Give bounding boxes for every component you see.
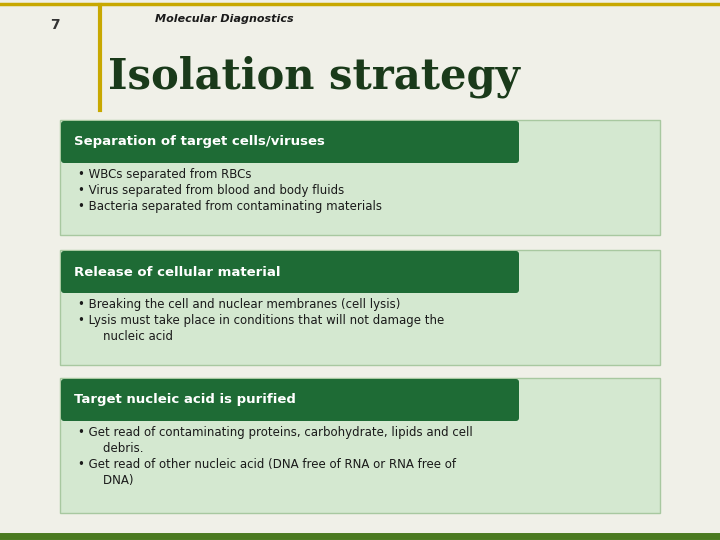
Bar [60,378,660,513]
FancyBboxPatch shape [61,379,519,421]
Text: Separation of target cells/viruses: Separation of target cells/viruses [74,136,325,148]
Bar [60,120,660,235]
Text: • Lysis must take place in conditions that will not damage the: • Lysis must take place in conditions th… [78,314,444,327]
Text: • Bacteria separated from contaminating materials: • Bacteria separated from contaminating … [78,200,382,213]
Text: • WBCs separated from RBCs: • WBCs separated from RBCs [78,168,251,181]
Text: • Get read of other nucleic acid (DNA free of RNA or RNA free of: • Get read of other nucleic acid (DNA fr… [78,458,456,471]
Bar [60,250,660,365]
Text: nucleic acid: nucleic acid [88,330,173,343]
Text: debris.: debris. [88,442,143,455]
Text: • Get read of contaminating proteins, carbohydrate, lipids and cell: • Get read of contaminating proteins, ca… [78,426,473,439]
FancyBboxPatch shape [61,121,519,163]
FancyBboxPatch shape [61,251,519,293]
Text: Release of cellular material: Release of cellular material [74,266,281,279]
Text: Target nucleic acid is purified: Target nucleic acid is purified [74,394,296,407]
Text: Molecular Diagnostics: Molecular Diagnostics [155,14,294,24]
Text: • Virus separated from blood and body fluids: • Virus separated from blood and body fl… [78,184,344,197]
Text: Isolation strategy: Isolation strategy [108,55,520,98]
Text: 7: 7 [50,18,60,32]
Text: DNA): DNA) [88,474,133,487]
Text: • Breaking the cell and nuclear membranes (cell lysis): • Breaking the cell and nuclear membrane… [78,298,400,311]
